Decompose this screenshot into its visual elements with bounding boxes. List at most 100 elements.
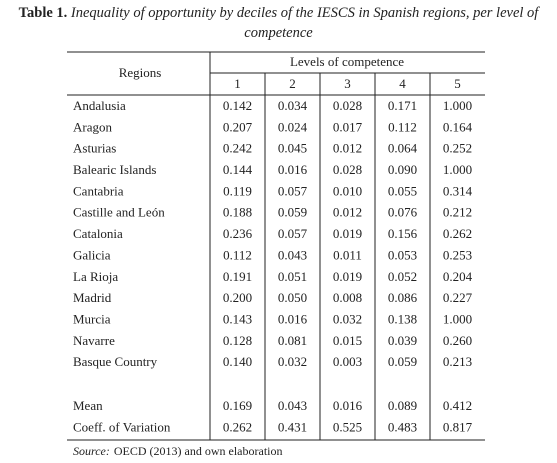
column-header: 4 (399, 76, 406, 91)
cell: 0.053 (388, 247, 417, 262)
cell: 0.090 (388, 162, 417, 177)
column-header: 2 (289, 76, 296, 91)
cell: 0.138 (388, 311, 417, 326)
cell: 0.086 (388, 290, 418, 305)
cell: 0.212 (443, 205, 472, 220)
cell: 0.043 (278, 398, 307, 413)
cell: 1.000 (443, 162, 472, 177)
column-header: 3 (344, 76, 351, 91)
cell: 0.817 (443, 419, 473, 434)
cell: 0.064 (388, 141, 418, 156)
row-label: Madrid (73, 290, 112, 305)
cell: 0.045 (278, 141, 307, 156)
cell: 0.200 (223, 290, 252, 305)
cell: 0.204 (443, 269, 473, 284)
cell: 0.242 (223, 141, 252, 156)
cell: 0.081 (278, 333, 307, 348)
row-label: Catalonia (73, 226, 123, 241)
cell: 0.028 (333, 162, 362, 177)
cell: 0.016 (278, 311, 308, 326)
row-label: Navarre (73, 333, 115, 348)
cell: 0.156 (388, 226, 418, 241)
cell: 0.252 (443, 141, 472, 156)
cell: 0.262 (443, 226, 472, 241)
cell: 0.164 (443, 119, 473, 134)
row-label: Castille and León (73, 205, 165, 220)
cell: 0.412 (443, 398, 472, 413)
cell: 0.028 (333, 98, 362, 113)
cell: 1.000 (443, 98, 472, 113)
cell: 0.039 (388, 333, 417, 348)
source-label: Source: (73, 444, 110, 458)
cell: 0.012 (333, 141, 362, 156)
cell: 0.059 (278, 205, 307, 220)
row-label: Coeff. of Variation (73, 419, 171, 434)
cell: 0.057 (278, 226, 308, 241)
column-group: Levels of competence (290, 54, 404, 69)
cell: 0.019 (333, 226, 362, 241)
cell: 0.213 (443, 354, 472, 369)
cell: 0.171 (388, 98, 417, 113)
cell: 0.236 (223, 226, 253, 241)
cell: 0.024 (278, 119, 308, 134)
column-header: 1 (234, 76, 241, 91)
row-label: Balearic Islands (73, 162, 156, 177)
caption-label: Table 1. (18, 5, 68, 21)
row-label: Murcia (73, 311, 111, 326)
row-header: Regions (119, 65, 162, 80)
table-caption: Table 1. Inequality of opportunity by de… (4, 3, 553, 43)
cell: 0.043 (278, 247, 307, 262)
cell: 0.016 (278, 162, 308, 177)
cell: 1.000 (443, 311, 472, 326)
cell: 0.032 (278, 354, 307, 369)
cell: 0.076 (388, 205, 418, 220)
row-label: Asturias (73, 141, 116, 156)
cell: 0.431 (278, 419, 307, 434)
row-label: Basque Country (73, 354, 158, 369)
cell: 0.191 (223, 269, 252, 284)
cell: 0.525 (333, 419, 362, 434)
cell: 0.253 (443, 247, 472, 262)
cell: 0.034 (278, 98, 308, 113)
cell: 0.008 (333, 290, 362, 305)
cell: 0.010 (333, 183, 362, 198)
cell: 0.140 (223, 354, 252, 369)
cell: 0.057 (278, 183, 308, 198)
cell: 0.119 (223, 183, 252, 198)
source-text: OECD (2013) and own elaboration (113, 444, 283, 458)
caption-text: Inequality of opportunity by deciles of … (70, 5, 539, 41)
cell: 0.144 (223, 162, 253, 177)
row-label: Galicia (73, 247, 111, 262)
cell: 0.314 (443, 183, 473, 198)
cell: 0.142 (223, 98, 252, 113)
row-label: Cantabria (73, 183, 124, 198)
cell: 0.143 (223, 311, 252, 326)
cell: 0.016 (333, 398, 363, 413)
cell: 0.032 (333, 311, 362, 326)
cell: 0.227 (443, 290, 473, 305)
cell: 0.483 (388, 419, 417, 434)
cell: 0.052 (388, 269, 417, 284)
cell: 0.017 (333, 119, 363, 134)
cell: 0.003 (333, 354, 362, 369)
cell: 0.188 (223, 205, 252, 220)
cell: 0.055 (388, 183, 417, 198)
cell: 0.059 (388, 354, 417, 369)
cell: 0.089 (388, 398, 417, 413)
cell: 0.112 (388, 119, 417, 134)
cell: 0.112 (223, 247, 252, 262)
cell: 0.260 (443, 333, 472, 348)
cell: 0.015 (333, 333, 362, 348)
column-header: 5 (454, 76, 461, 91)
row-label: Mean (73, 398, 103, 413)
row-label: La Rioja (73, 269, 118, 284)
source: Source: OECD (2013) and own elaboration (73, 444, 283, 459)
row-label: Aragon (73, 119, 112, 134)
cell: 0.019 (333, 269, 362, 284)
cell: 0.051 (278, 269, 307, 284)
cell: 0.262 (223, 419, 252, 434)
row-label: Andalusia (73, 98, 126, 113)
cell: 0.011 (333, 247, 362, 262)
